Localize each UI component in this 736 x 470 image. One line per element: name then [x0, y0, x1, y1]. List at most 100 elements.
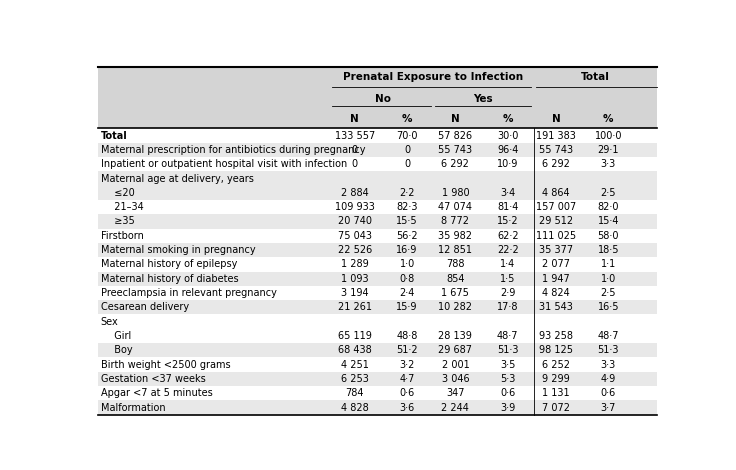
Text: 100·0: 100·0	[595, 131, 622, 141]
Text: 7 072: 7 072	[542, 402, 570, 413]
Bar	[98, 110, 657, 128]
Text: 55 743: 55 743	[439, 145, 473, 155]
Text: 29 512: 29 512	[539, 217, 573, 227]
Bar	[98, 314, 657, 329]
Text: 57 826: 57 826	[439, 131, 473, 141]
Text: Gestation <37 weeks: Gestation <37 weeks	[101, 374, 205, 384]
Text: Maternal age at delivery, years: Maternal age at delivery, years	[101, 173, 253, 183]
Text: 3·9: 3·9	[500, 402, 515, 413]
Text: Inpatient or outpatient hospital visit with infection: Inpatient or outpatient hospital visit w…	[101, 159, 347, 169]
Bar	[98, 272, 657, 286]
Text: Apgar <7 at 5 minutes: Apgar <7 at 5 minutes	[101, 388, 212, 398]
Text: 16·9: 16·9	[397, 245, 418, 255]
Text: 10·9: 10·9	[497, 159, 518, 169]
Text: N: N	[350, 114, 359, 124]
Bar	[98, 257, 657, 272]
Bar	[98, 400, 657, 415]
Text: 3·4: 3·4	[500, 188, 515, 198]
Bar	[98, 357, 657, 372]
Bar	[98, 143, 657, 157]
Text: 29·1: 29·1	[598, 145, 619, 155]
Text: 1 131: 1 131	[542, 388, 570, 398]
Text: Maternal prescription for antibiotics during pregnancy: Maternal prescription for antibiotics du…	[101, 145, 365, 155]
Bar	[98, 200, 657, 214]
Text: 82·0: 82·0	[598, 202, 619, 212]
Bar	[98, 329, 657, 343]
Text: 1 947: 1 947	[542, 274, 570, 284]
Bar	[98, 243, 657, 257]
Text: Firstborn: Firstborn	[101, 231, 144, 241]
Text: Total: Total	[101, 131, 127, 141]
Text: Total: Total	[581, 72, 609, 82]
Text: 0·6: 0·6	[500, 388, 515, 398]
Text: 3·5: 3·5	[500, 360, 515, 369]
Text: 29 687: 29 687	[439, 345, 473, 355]
Bar	[98, 372, 657, 386]
Text: 0·6: 0·6	[601, 388, 616, 398]
Text: 854: 854	[446, 274, 464, 284]
Text: 347: 347	[446, 388, 464, 398]
Bar	[98, 386, 657, 400]
Text: 1·4: 1·4	[500, 259, 515, 269]
Text: 51·2: 51·2	[396, 345, 418, 355]
Text: 0: 0	[404, 145, 410, 155]
Text: Maternal history of epilepsy: Maternal history of epilepsy	[101, 259, 237, 269]
Text: 56·2: 56·2	[396, 231, 418, 241]
Text: Prenatal Exposure to Infection: Prenatal Exposure to Infection	[343, 72, 523, 82]
Text: Cesarean delivery: Cesarean delivery	[101, 302, 188, 313]
Text: ≥35: ≥35	[108, 217, 135, 227]
Text: 4 824: 4 824	[542, 288, 570, 298]
Text: 10 282: 10 282	[439, 302, 473, 313]
Text: 3·6: 3·6	[400, 402, 414, 413]
Text: 0·8: 0·8	[400, 274, 414, 284]
Text: 93 258: 93 258	[539, 331, 573, 341]
Text: 31 543: 31 543	[539, 302, 573, 313]
Text: 47 074: 47 074	[439, 202, 473, 212]
Bar	[98, 186, 657, 200]
Text: 1 675: 1 675	[442, 288, 470, 298]
Text: 3 194: 3 194	[341, 288, 369, 298]
Text: Birth weight <2500 grams: Birth weight <2500 grams	[101, 360, 230, 369]
Text: 28 139: 28 139	[439, 331, 473, 341]
Text: 9 299: 9 299	[542, 374, 570, 384]
Bar	[98, 286, 657, 300]
Text: 82·3: 82·3	[397, 202, 418, 212]
Text: 6 253: 6 253	[341, 374, 369, 384]
Text: 0·6: 0·6	[400, 388, 414, 398]
Text: 21–34: 21–34	[108, 202, 144, 212]
Text: 48·8: 48·8	[397, 331, 418, 341]
Text: 2·2: 2·2	[400, 188, 415, 198]
Bar	[98, 128, 657, 143]
Text: 3·2: 3·2	[400, 360, 415, 369]
Text: 3 046: 3 046	[442, 374, 470, 384]
Text: 109 933: 109 933	[335, 202, 375, 212]
Text: 20 740: 20 740	[338, 217, 372, 227]
Text: 21 261: 21 261	[338, 302, 372, 313]
Text: 15·2: 15·2	[497, 217, 519, 227]
Text: 18·5: 18·5	[598, 245, 619, 255]
Text: 111 025: 111 025	[536, 231, 576, 241]
Text: 3·7: 3·7	[601, 402, 616, 413]
Text: N: N	[552, 114, 560, 124]
Text: N: N	[451, 114, 460, 124]
Text: Malformation: Malformation	[101, 402, 165, 413]
Text: 8 772: 8 772	[442, 217, 470, 227]
Text: 70·0: 70·0	[397, 131, 418, 141]
Text: 1 289: 1 289	[341, 259, 369, 269]
Bar	[98, 228, 657, 243]
Text: 3·3: 3·3	[601, 159, 616, 169]
Text: 4 864: 4 864	[542, 188, 570, 198]
Text: 784: 784	[345, 388, 364, 398]
Text: 12 851: 12 851	[439, 245, 473, 255]
Bar	[98, 91, 657, 110]
Text: 0: 0	[352, 145, 358, 155]
Text: 133 557: 133 557	[335, 131, 375, 141]
Text: 30·0: 30·0	[497, 131, 518, 141]
Text: 65 119: 65 119	[338, 331, 372, 341]
Text: Maternal smoking in pregnancy: Maternal smoking in pregnancy	[101, 245, 255, 255]
Text: 1·5: 1·5	[500, 274, 515, 284]
Text: 35 982: 35 982	[439, 231, 473, 241]
Text: 35 377: 35 377	[539, 245, 573, 255]
Bar	[98, 214, 657, 228]
Text: 48·7: 48·7	[598, 331, 619, 341]
